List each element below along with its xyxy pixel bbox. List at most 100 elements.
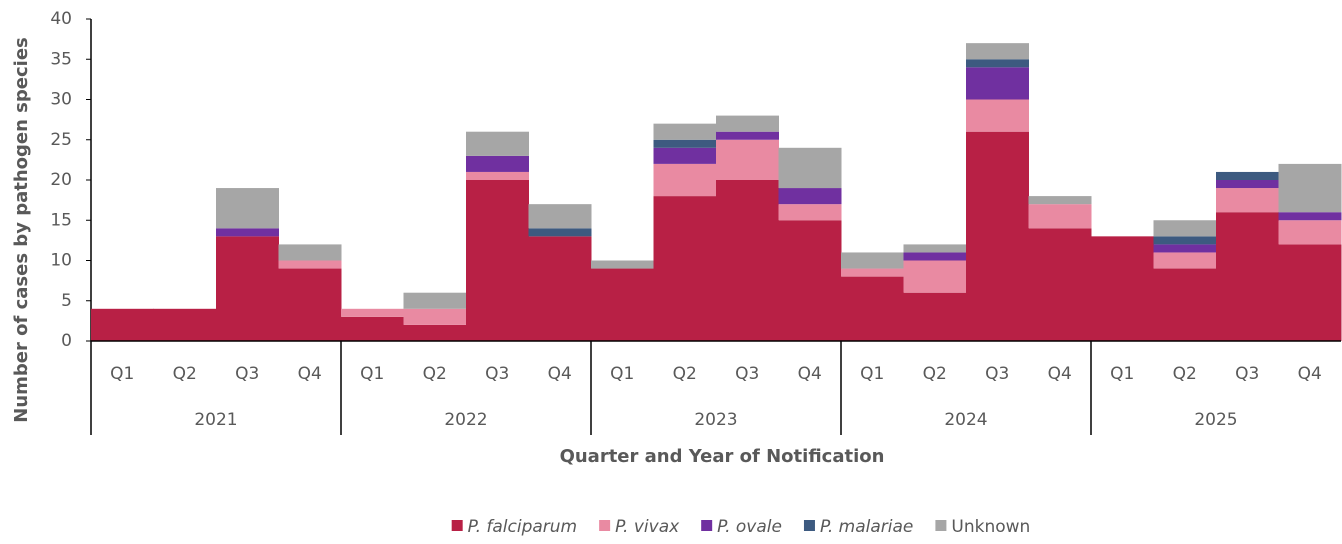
bar-segment	[841, 268, 904, 277]
bar-segment	[716, 139, 779, 180]
bar-segment	[91, 308, 154, 341]
bar-segment	[778, 220, 842, 341]
bar-segment	[466, 180, 529, 341]
x-tick-label: Q3	[235, 364, 259, 384]
group-label: 2022	[444, 410, 487, 430]
bar-segment	[466, 155, 529, 172]
group-label: 2025	[1194, 410, 1237, 430]
bar-segment	[466, 131, 529, 156]
bar-segment	[1153, 244, 1217, 253]
bar-segment	[1216, 180, 1279, 189]
bar-segment	[966, 131, 1029, 341]
bar-segment	[653, 139, 717, 148]
x-tick-label: Q1	[610, 364, 634, 384]
legend-label: P. falciparum	[468, 517, 577, 537]
bar-segment	[1153, 220, 1217, 237]
bar-segment	[1153, 268, 1217, 341]
bar-segment	[1028, 228, 1092, 341]
legend-swatch	[451, 520, 463, 531]
bar-segment	[278, 268, 342, 341]
legend-swatch	[803, 520, 815, 531]
bar-segment	[966, 43, 1029, 60]
y-tick-label: 40	[50, 9, 72, 29]
y-tick-label: 20	[50, 170, 72, 190]
bar-segment	[153, 308, 217, 341]
bar-segment	[216, 228, 279, 237]
x-tick-label: Q3	[485, 364, 509, 384]
y-tick-label: 30	[50, 90, 72, 110]
bar-segment	[966, 99, 1029, 132]
legend-label: P. vivax	[615, 517, 680, 537]
bar-segment	[591, 268, 654, 341]
y-axis-title: Number of cases by pathogen species	[11, 37, 32, 423]
bar-segment	[1278, 163, 1342, 213]
bar-segment	[1216, 212, 1279, 341]
bar-segment	[716, 115, 779, 132]
legend-swatch	[701, 520, 713, 531]
bar-segment	[1153, 236, 1217, 245]
bar-segment	[903, 244, 967, 253]
bar-segment	[1028, 196, 1092, 205]
y-tick-label: 25	[50, 130, 72, 150]
bar-segment	[216, 236, 279, 341]
bar-segment	[528, 204, 592, 229]
x-tick-label: Q1	[110, 364, 134, 384]
bar-segment	[403, 324, 467, 341]
x-tick-label: Q4	[1298, 364, 1322, 384]
bar-segment	[841, 252, 904, 269]
x-tick-label: Q2	[673, 364, 697, 384]
bar-segment	[1028, 204, 1092, 229]
x-tick-label: Q3	[985, 364, 1009, 384]
bar-segment	[1278, 212, 1342, 221]
y-tick-label: 0	[61, 331, 72, 351]
bar-segment	[653, 147, 717, 164]
bar-segment	[903, 292, 967, 341]
legend-label: P. malariae	[820, 517, 913, 537]
bar-segment	[778, 147, 842, 189]
x-tick-label: Q1	[360, 364, 384, 384]
bar-segment	[341, 308, 404, 317]
legend-label: Unknown	[951, 517, 1030, 537]
bar-segment	[216, 188, 279, 229]
x-tick-label: Q2	[1173, 364, 1197, 384]
bar-segment	[1278, 244, 1342, 341]
x-tick-label: Q1	[1110, 364, 1134, 384]
bar-segment	[1091, 236, 1154, 341]
x-tick-label: Q4	[298, 364, 322, 384]
y-tick-label: 35	[50, 49, 72, 69]
bar-segment	[716, 131, 779, 140]
bar-segment	[716, 180, 779, 341]
bar-segment	[778, 188, 842, 205]
x-tick-label: Q4	[798, 364, 822, 384]
y-tick-label: 10	[50, 251, 72, 271]
bar-segment	[403, 292, 467, 309]
x-tick-label: Q4	[1048, 364, 1072, 384]
bar-segment	[841, 276, 904, 341]
bar-segment	[653, 196, 717, 341]
legend-swatch	[935, 520, 947, 531]
x-tick-label: Q3	[735, 364, 759, 384]
bar-segment	[1153, 252, 1217, 269]
bar-segment	[903, 260, 967, 293]
y-tick-label: 5	[61, 291, 72, 311]
x-tick-label: Q4	[548, 364, 572, 384]
bar-segment	[591, 260, 654, 269]
x-tick-label: Q2	[923, 364, 947, 384]
bar-segment	[653, 163, 717, 197]
bar-segment	[528, 228, 592, 237]
bar-segment	[278, 260, 342, 269]
y-tick-label: 15	[50, 210, 72, 230]
legend-label: P. ovale	[717, 517, 782, 537]
bar-segment	[966, 59, 1029, 68]
bar-segment	[1216, 188, 1279, 213]
x-tick-label: Q2	[173, 364, 197, 384]
bar-segment	[903, 252, 967, 261]
legend-swatch	[599, 520, 611, 531]
x-tick-label: Q3	[1235, 364, 1259, 384]
bar-segment	[1278, 220, 1342, 245]
x-axis-title: Quarter and Year of Notification	[560, 446, 885, 467]
bar-segment	[653, 123, 717, 140]
group-label: 2023	[694, 410, 737, 430]
bar-segment	[966, 67, 1029, 100]
